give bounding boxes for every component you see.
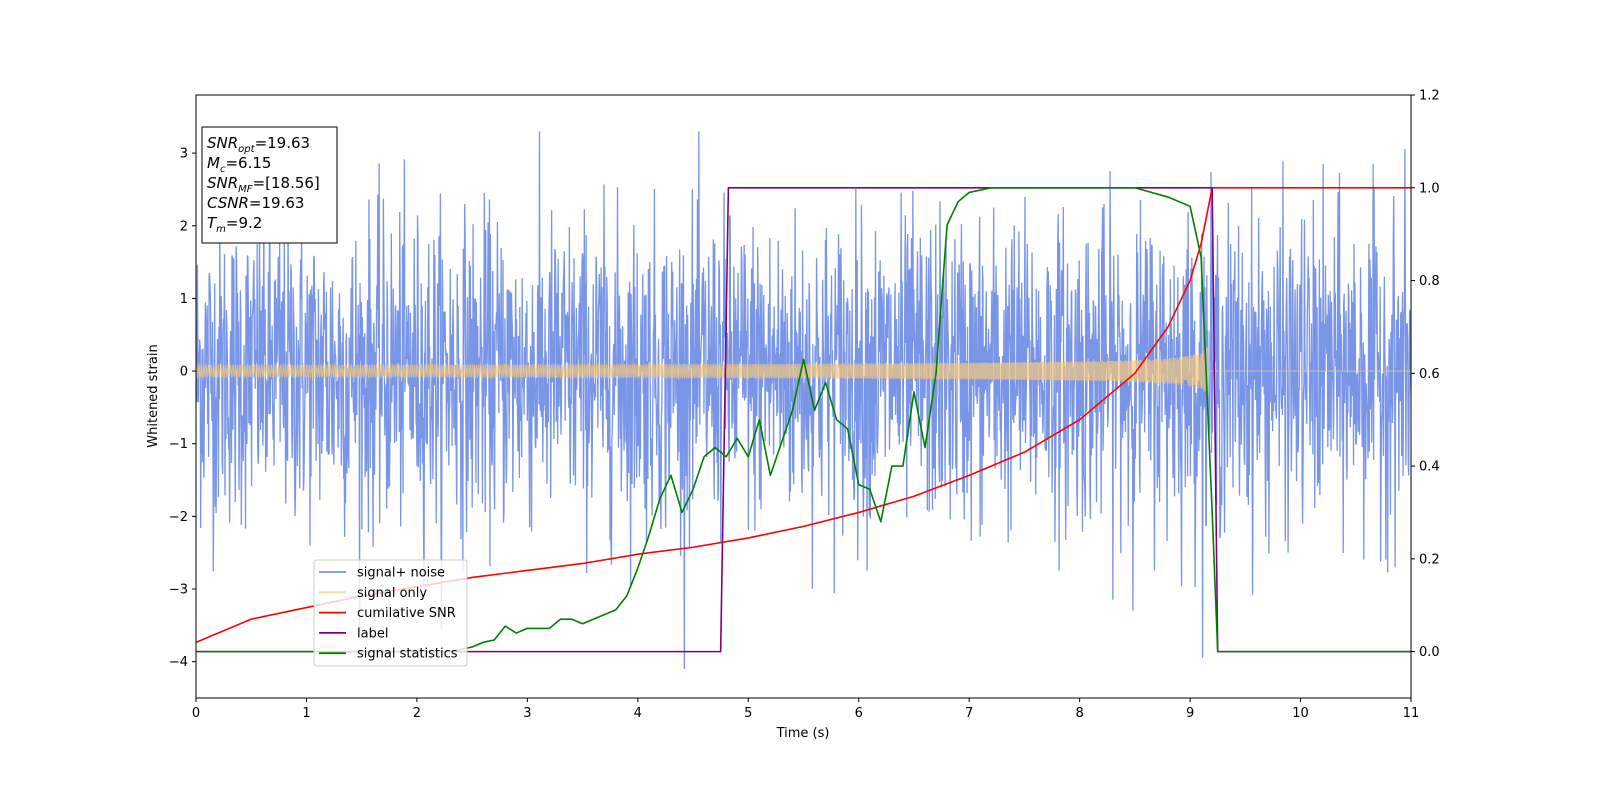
series-signal-noise bbox=[196, 131, 1411, 669]
annotation-line: SNRMF=[18.56] bbox=[207, 174, 320, 195]
legend-label-text: label bbox=[357, 626, 388, 641]
annotation-box: SNRopt=19.63Mc=6.15SNRMF=[18.56]CSNR=19.… bbox=[201, 126, 338, 244]
legend-signal-statistics-text: signal statistics bbox=[357, 647, 458, 662]
annotation-line: Tm=9.2 bbox=[207, 214, 262, 235]
axes-layer: 0 1 2 3 4 5 6 7 8 9 10 11 −4 −3 −2 −1 0 1 2 3 0.0 0.2 0.4 0.6 0.… bbox=[169, 89, 1440, 722]
x-tick-label: 4 bbox=[634, 706, 642, 721]
y-right-tick-label: 0.4 bbox=[1419, 460, 1440, 475]
y-left-tick-label: −3 bbox=[169, 583, 188, 598]
x-tick-label: 1 bbox=[302, 706, 310, 721]
y-axis-label: Whitened strain bbox=[146, 344, 161, 447]
y-left-tick-label: 3 bbox=[180, 147, 188, 162]
x-tick-label: 9 bbox=[1186, 706, 1194, 721]
x-tick-label: 11 bbox=[1403, 706, 1420, 721]
series-signal-only bbox=[196, 347, 1411, 398]
x-axis-label: Time (s) bbox=[776, 726, 830, 741]
x-tick-label: 3 bbox=[523, 706, 531, 721]
annotation-frame bbox=[201, 126, 338, 244]
x-tick-label: 0 bbox=[192, 706, 200, 721]
y-right-tick-label: 0.2 bbox=[1419, 552, 1440, 567]
x-tick-label: 8 bbox=[1075, 706, 1083, 721]
x-tick-label: 5 bbox=[744, 706, 752, 721]
y-right-tick-label: 0.6 bbox=[1419, 367, 1440, 382]
y-left-tick-label: −2 bbox=[169, 510, 188, 525]
y-left-tick-label: −1 bbox=[169, 437, 188, 452]
plot-frame bbox=[195, 94, 1412, 699]
legend-cumulative-snr-text: cumilative SNR bbox=[357, 606, 456, 621]
y-left-tick-label: 2 bbox=[180, 219, 188, 234]
legend-signal-only-text: signal only bbox=[357, 586, 427, 601]
series-signal-statistics bbox=[196, 186, 1411, 653]
legend: signal+ noise signal only cumilative SNR la… bbox=[313, 559, 468, 667]
annotation-line: SNRopt=19.63 bbox=[207, 134, 310, 155]
y-left-tick-label: 1 bbox=[180, 292, 188, 307]
annotation-line: Mc=6.15 bbox=[207, 154, 271, 175]
y-right-tick-label: 0.8 bbox=[1419, 274, 1440, 289]
annotation-line: CSNR=19.63 bbox=[207, 194, 304, 212]
legend-frame bbox=[313, 559, 468, 667]
y-left-tick-label: −4 bbox=[169, 655, 188, 670]
legend-signal-noise-text: signal+ noise bbox=[357, 566, 445, 581]
x-tick-label: 2 bbox=[413, 706, 421, 721]
x-tick-label: 6 bbox=[855, 706, 863, 721]
x-tick-label: 7 bbox=[965, 706, 973, 721]
y-right-tick-label: 0.0 bbox=[1419, 645, 1440, 660]
x-tick-label: 10 bbox=[1292, 706, 1309, 721]
y-right-tick-label: 1.0 bbox=[1419, 181, 1440, 196]
y-right-tick-label: 1.2 bbox=[1419, 89, 1440, 104]
y-left-tick-label: 0 bbox=[180, 365, 188, 380]
